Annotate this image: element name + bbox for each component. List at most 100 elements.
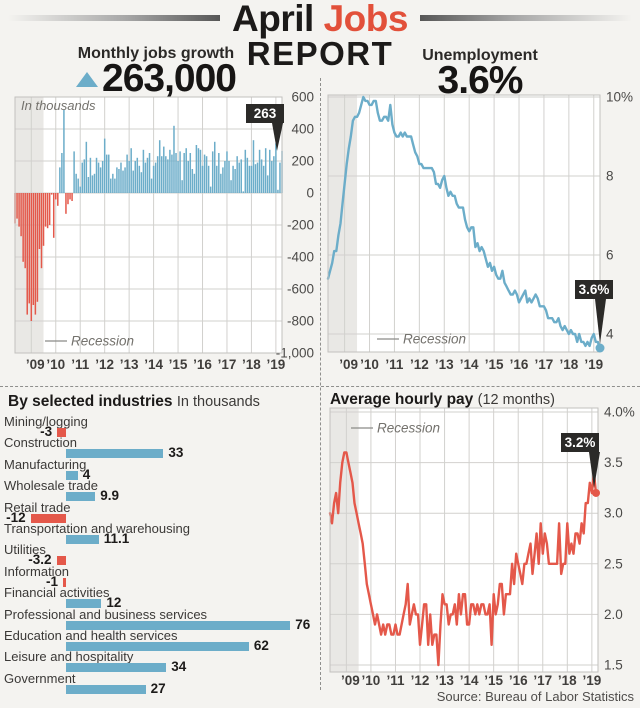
bar: [205, 156, 208, 193]
industry-row: Financial activities 12: [0, 586, 318, 610]
average-hourly-pay-chart: 4.0% 3.5 3.0 2.5 2.0 1.5 ’09’10 ’11 ’12 ’13 ’14 ’15…: [328, 405, 635, 688]
bar: [28, 193, 31, 304]
industry-label: Wholesale trade: [4, 478, 98, 494]
bar: [279, 162, 281, 193]
bar: [103, 138, 106, 193]
bar: [26, 193, 28, 315]
bar: [116, 167, 118, 193]
bar: [85, 141, 88, 193]
x-axis-label: ’15: [169, 357, 188, 372]
bar: [57, 193, 59, 206]
industry-row: Government 27: [0, 672, 318, 696]
x-axis-label: ’12: [411, 673, 430, 688]
bar: [93, 173, 96, 193]
bar: [242, 191, 245, 193]
bar: [191, 169, 194, 193]
bar: [258, 149, 261, 193]
x-axis-label: ’18: [242, 357, 261, 372]
industry-label: Education and health services: [4, 627, 178, 643]
x-axis-label: ’12: [95, 357, 114, 372]
bar: [32, 193, 35, 305]
bar: [256, 162, 259, 193]
x-axis-label: ’11: [71, 357, 90, 372]
vertical-divider: [320, 78, 321, 690]
bar: [120, 162, 122, 193]
bar: [79, 186, 81, 193]
bar: [22, 193, 24, 262]
x-axis-label: ’15: [484, 673, 503, 688]
bar: [134, 161, 136, 193]
y-axis-label: 4: [606, 327, 614, 342]
bar: [73, 151, 75, 193]
y-axis-label: -600: [287, 282, 314, 297]
plot-border: [329, 407, 599, 673]
industry-bar: [66, 449, 164, 459]
bar: [158, 140, 161, 193]
bar: [18, 193, 20, 227]
bar: [228, 161, 230, 193]
callout-pointer: [272, 123, 283, 151]
bar: [165, 156, 167, 193]
y-axis-label: 8: [606, 169, 614, 184]
bar: [156, 156, 159, 193]
industry-row: Professional and business services 76: [0, 608, 318, 632]
bar: [77, 178, 79, 193]
trend-line: [328, 451, 600, 667]
y-axis-label: 1.5: [604, 658, 623, 673]
callout-box: [575, 280, 613, 299]
bar: [167, 159, 169, 193]
bar: [122, 170, 124, 193]
pay-heading-text: Average hourly pay: [330, 391, 474, 408]
x-axis-label: ’16: [509, 673, 528, 688]
bar: [61, 153, 63, 193]
bar: [248, 165, 251, 193]
bar: [250, 165, 253, 193]
x-axis-label: ’12: [410, 357, 429, 372]
bar: [195, 145, 198, 193]
industry-bar: [66, 641, 249, 651]
source-text: Source: Bureau of Labor Statistics: [436, 689, 634, 704]
bar: [271, 161, 273, 193]
bar: [260, 159, 263, 193]
bar: [46, 193, 49, 229]
x-axis-label: ’14: [460, 673, 479, 688]
callout-label: 3.6%: [579, 282, 610, 297]
bar: [97, 162, 100, 193]
bar: [114, 178, 116, 193]
recession-legend-label: Recession: [403, 332, 466, 347]
bar: [144, 162, 147, 193]
x-axis-label: ’17: [535, 357, 554, 372]
unemployment-chart: 10% 8 6 4 ’09’10 ’11 ’12 ’13 ’14 ’15 ’16 ’17 ’18 ’19 R…: [326, 90, 633, 372]
bar: [136, 157, 139, 193]
bar: [220, 173, 222, 193]
bar: [246, 157, 249, 193]
bar: [59, 167, 61, 193]
title-jobs: Jobs: [323, 0, 409, 39]
industries-heading-text: By selected industries: [8, 393, 173, 410]
industry-bar: [66, 663, 167, 673]
bar: [124, 167, 126, 193]
bar: [87, 177, 90, 193]
bar: [207, 165, 210, 193]
recession-area: [328, 95, 358, 352]
industry-row: Education and health services 62: [0, 627, 318, 653]
bar: [181, 180, 183, 193]
bar: [142, 149, 145, 193]
industry-label: Leisure and hospitality: [4, 649, 134, 665]
bar: [34, 193, 37, 315]
y-axis-label: -800: [287, 314, 314, 329]
bar: [254, 164, 257, 193]
recession-legend-label: Recession: [377, 421, 440, 436]
bar: [161, 156, 163, 193]
x-axis-label: ’13: [435, 357, 454, 372]
bar: [234, 169, 236, 193]
bar: [138, 165, 141, 193]
decorative-rule-right: [420, 15, 632, 21]
industry-label: Mining/logging: [4, 414, 88, 429]
x-axis-label: ’17: [218, 357, 237, 372]
bar: [179, 151, 181, 193]
y-axis-label: 0: [306, 186, 314, 201]
bar: [222, 167, 224, 193]
x-axis-label: ’19: [584, 357, 603, 372]
industry-row: Utilities -3.2: [0, 543, 318, 567]
